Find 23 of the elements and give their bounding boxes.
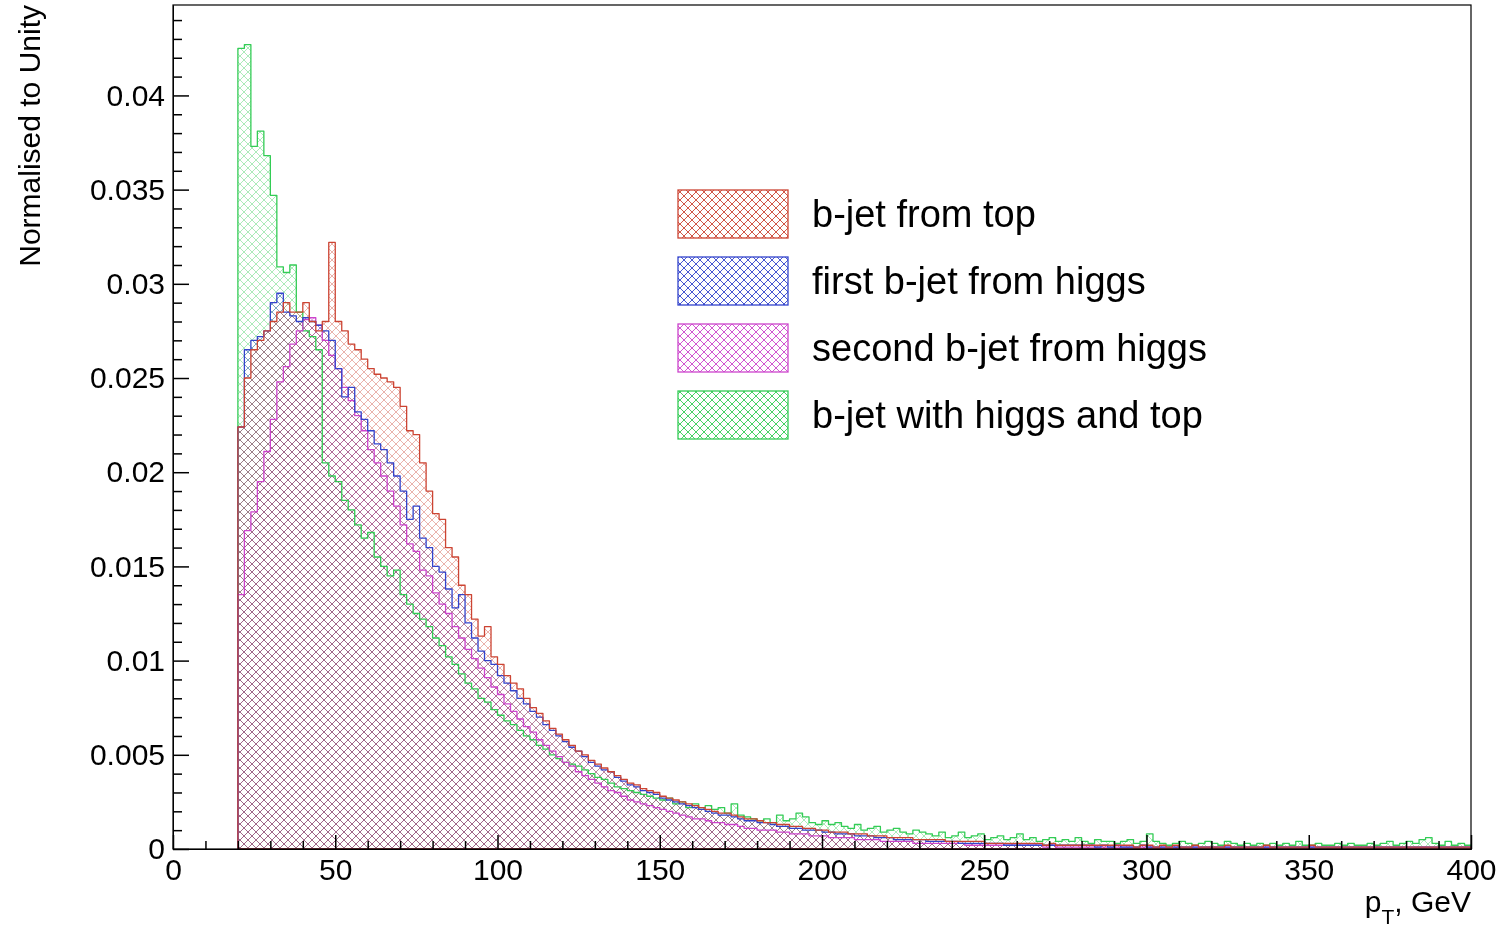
legend-label: first b-jet from higgs <box>812 260 1146 303</box>
x-axis-title: p$_{T}$, GeV <box>1364 885 1471 928</box>
legend-label: second b-jet from higgs <box>812 327 1207 370</box>
x-tick-label: 50 <box>319 853 353 887</box>
y-tick-label: 0.005 <box>89 737 165 771</box>
y-tick-label: 0.03 <box>106 266 165 300</box>
y-tick-label: 0.04 <box>106 78 165 112</box>
y-tick-label: 0.015 <box>89 549 165 583</box>
x-tick-label: 250 <box>959 853 1010 887</box>
y-tick-label: 0.02 <box>106 455 165 489</box>
y-tick-label: 0 <box>148 832 165 866</box>
y-tick-label: 0.025 <box>89 361 165 395</box>
x-tick-label: 300 <box>1121 853 1173 887</box>
y-axis-title: Normalised to Unity <box>13 5 46 267</box>
x-tick-label: 200 <box>797 853 848 887</box>
x-tick-label: 150 <box>635 853 686 887</box>
legend-label: b-jet with higgs and top <box>812 394 1203 437</box>
y-tick-label: 0.01 <box>106 643 165 677</box>
x-tick-label: 400 <box>1446 853 1497 887</box>
y-tick-label: 0.035 <box>89 172 165 206</box>
legend-label: b-jet from top <box>812 193 1036 236</box>
x-tick-label: 100 <box>472 853 524 887</box>
x-tick-label: 350 <box>1284 853 1335 887</box>
